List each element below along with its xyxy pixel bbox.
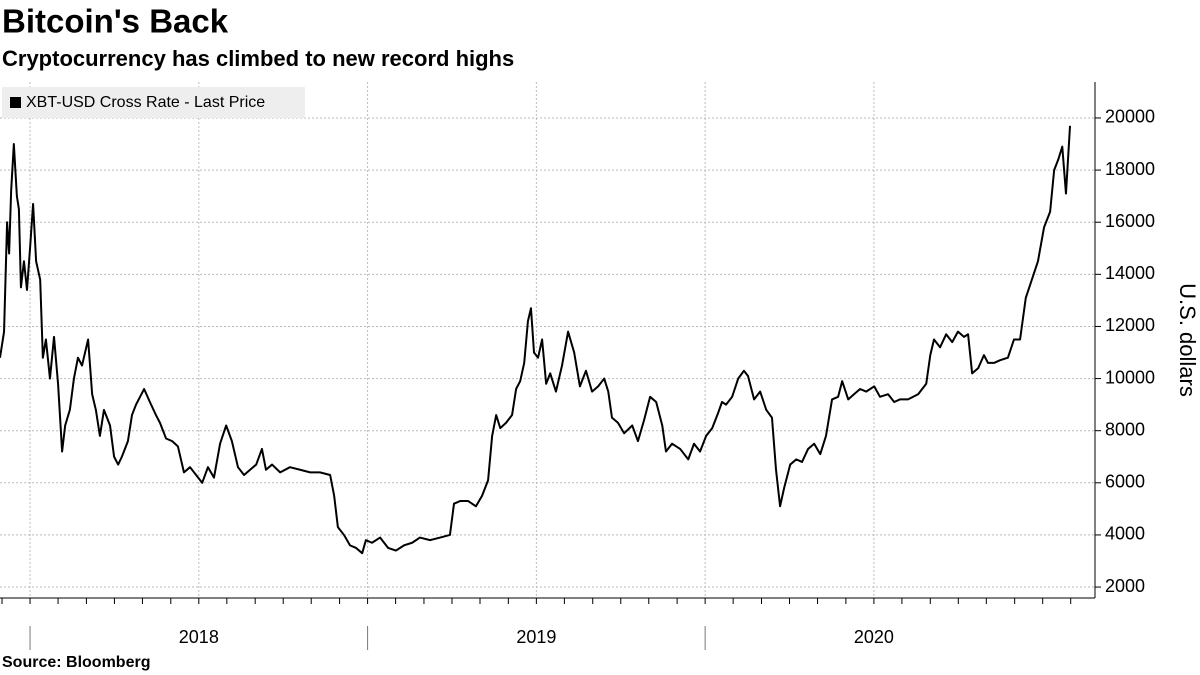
x-tick-label: 2019 — [516, 627, 556, 647]
y-axis-label: U.S. dollars — [1175, 283, 1200, 397]
y-tick-label: 12000 — [1105, 315, 1155, 335]
y-tick-label: 14000 — [1105, 263, 1155, 283]
price-line — [0, 125, 1072, 555]
y-tick-label: 6000 — [1105, 472, 1145, 492]
y-tick-label: 18000 — [1105, 159, 1155, 179]
x-tick-label: 2018 — [179, 627, 219, 647]
legend: XBT-USD Cross Rate - Last Price — [2, 87, 305, 118]
y-tick-label: 10000 — [1105, 367, 1155, 387]
y-tick-label: 4000 — [1105, 524, 1145, 544]
y-tick-label: 16000 — [1105, 211, 1155, 231]
x-tick-label: 2020 — [854, 627, 894, 647]
y-tick-label: 2000 — [1105, 576, 1145, 596]
legend-label: XBT-USD Cross Rate - Last Price — [26, 94, 265, 111]
y-tick-label: 8000 — [1105, 419, 1145, 439]
chart-title: Bitcoin's Back — [2, 3, 229, 40]
chart-subtitle: Cryptocurrency has climbed to new record… — [2, 46, 514, 71]
legend-background — [2, 87, 305, 118]
source: Source: Bloomberg — [2, 654, 150, 671]
legend-swatch — [10, 97, 21, 108]
y-tick-label: 20000 — [1105, 107, 1155, 127]
